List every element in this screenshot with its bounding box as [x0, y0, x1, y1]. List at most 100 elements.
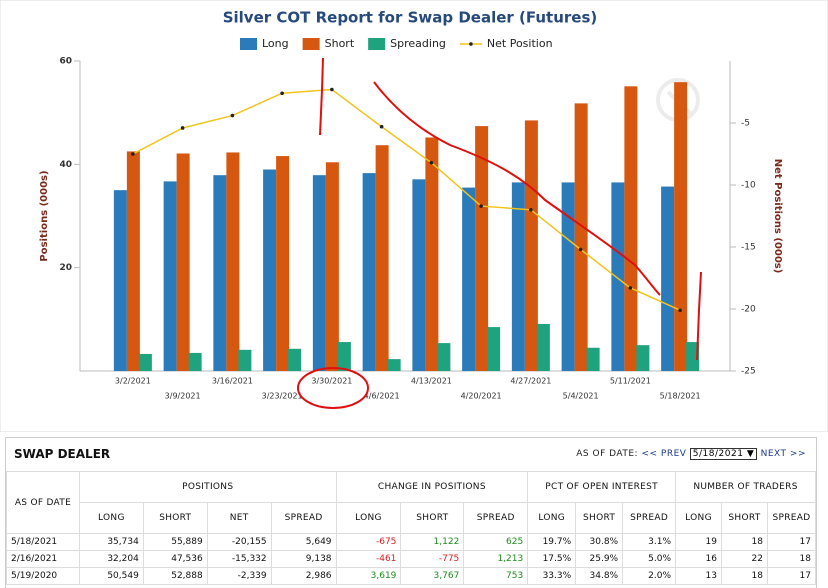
- data-table: AS OF DATE POSITIONS CHANGE IN POSITIONS PC…: [6, 471, 817, 585]
- group-header-row: AS OF DATE POSITIONS CHANGE IN POSITIONS PC…: [6, 471, 816, 534]
- net-position-point: [330, 87, 334, 92]
- cell: 2/16/2021: [6, 550, 80, 568]
- y-axis-title: Positions (000s): [39, 170, 50, 261]
- cell: 1,122: [400, 533, 465, 551]
- bar: [624, 86, 638, 372]
- bar: [276, 156, 290, 371]
- y-tick-label: 20: [59, 263, 72, 273]
- net-position-point: [180, 126, 185, 130]
- plot: 20 40 60 -5 -10 -15 -20 -25 3/2/2021 3/9/2021 3/16…: [59, 57, 756, 401]
- legend: Long Short Spreading Net Position: [240, 37, 553, 50]
- cell: 22: [720, 550, 768, 568]
- bar: [611, 182, 625, 371]
- y-tick-label: 60: [59, 57, 72, 67]
- x-tick-label: 3/2/2021: [115, 377, 151, 386]
- prev-link[interactable]: << PREV: [641, 449, 687, 459]
- group-header: CHANGE IN POSITIONS: [335, 471, 529, 503]
- x-tick-label: 3/9/2021: [165, 392, 201, 401]
- column-header: SHORT: [142, 502, 208, 534]
- column-header: LONG: [675, 502, 722, 534]
- cell: 35,734: [78, 533, 144, 551]
- cell: 3,767: [400, 567, 465, 585]
- table-title: SWAP DEALER: [14, 447, 111, 461]
- column-header: NET: [206, 502, 272, 534]
- bar: [524, 120, 538, 372]
- bar: [213, 175, 227, 371]
- bar: [561, 182, 575, 371]
- bar: [487, 327, 501, 371]
- column-header: LONG: [78, 502, 144, 534]
- cell: 17: [766, 533, 817, 551]
- cell: 5,649: [270, 533, 337, 551]
- cell: -775: [400, 550, 465, 568]
- net-position-point: [379, 124, 384, 129]
- next-link[interactable]: NEXT >>: [760, 449, 806, 459]
- x-tick-label: 4/13/2021: [411, 377, 452, 386]
- cell: 33.3%: [527, 567, 577, 585]
- net-position-point: [280, 91, 284, 96]
- cell: -2,339: [206, 567, 272, 585]
- date-select[interactable]: 5/18/2021 ▼: [689, 448, 758, 460]
- row-header: AS OF DATE: [6, 471, 80, 534]
- cell: -20,155: [206, 533, 272, 551]
- group-header: POSITIONS: [78, 471, 337, 503]
- legend-label: Spreading: [390, 37, 446, 50]
- bar: [113, 190, 127, 371]
- legend-swatch: [302, 38, 320, 50]
- chart-title: Silver COT Report for Swap Dealer (Futur…: [223, 9, 598, 27]
- column-header: SHORT: [400, 502, 465, 534]
- cell: -15,332: [206, 550, 272, 568]
- cell: 32,204: [78, 550, 144, 568]
- legend-swatch-dot: [469, 42, 473, 46]
- y-tick-label: 40: [59, 160, 72, 170]
- bar: [362, 173, 376, 371]
- net-position-line: [132, 88, 681, 311]
- column-header: SHORT: [575, 502, 624, 534]
- bar: [412, 179, 426, 371]
- column-header: SPREAD: [622, 502, 677, 534]
- date-nav: AS OF DATE: << PREV 5/18/2021 ▼ NEXT >>: [576, 448, 806, 460]
- y2-tick-label: -15: [741, 243, 756, 253]
- cell: 17: [766, 567, 817, 585]
- bar: [138, 353, 152, 371]
- x-tick-label: 3/30/2021: [311, 377, 352, 386]
- bar: [188, 352, 202, 371]
- bar: [325, 162, 339, 371]
- cell: 3,619: [335, 567, 402, 585]
- legend-label: Net Position: [487, 37, 553, 50]
- annotation-scribbles: [297, 57, 702, 409]
- bar: [636, 345, 650, 371]
- bar: [661, 186, 675, 371]
- cell: 18: [720, 567, 768, 585]
- cell: 47,536: [142, 550, 208, 568]
- cell: 5/18/2021: [6, 533, 80, 551]
- legend-label: Long: [262, 37, 289, 50]
- bar: [375, 145, 389, 371]
- cell: 3.1%: [622, 533, 677, 551]
- bar: [674, 82, 688, 371]
- cell: 13: [675, 567, 722, 585]
- legend-swatch: [240, 38, 257, 50]
- x-tick-label: 5/18/2021: [660, 392, 701, 401]
- bar: [238, 349, 252, 371]
- column-header: LONG: [335, 502, 402, 534]
- cell: 50,549: [78, 567, 144, 585]
- net-position-point: [578, 247, 583, 252]
- bar: [337, 342, 351, 371]
- cell: 1,213: [463, 550, 529, 568]
- y2-tick-label: -5: [741, 119, 750, 129]
- x-tick-label: 3/16/2021: [212, 377, 253, 386]
- column-header: SPREAD: [270, 502, 337, 534]
- y2-tick-label: -10: [741, 181, 756, 191]
- net-position-point: [678, 308, 682, 313]
- bar: [263, 169, 277, 371]
- bar: [437, 343, 451, 371]
- cell: 5.0%: [622, 550, 677, 568]
- net-position-point: [479, 204, 483, 208]
- cell: 25.9%: [575, 550, 624, 568]
- column-header-row: LONG SHORT NET SPREAD LONG SHORT SPREAD LONG SHO…: [7, 502, 817, 534]
- y2-tick-label: -25: [741, 367, 756, 377]
- bar: [462, 187, 476, 371]
- cell: -675: [335, 533, 402, 551]
- legend-label: Short: [325, 37, 355, 50]
